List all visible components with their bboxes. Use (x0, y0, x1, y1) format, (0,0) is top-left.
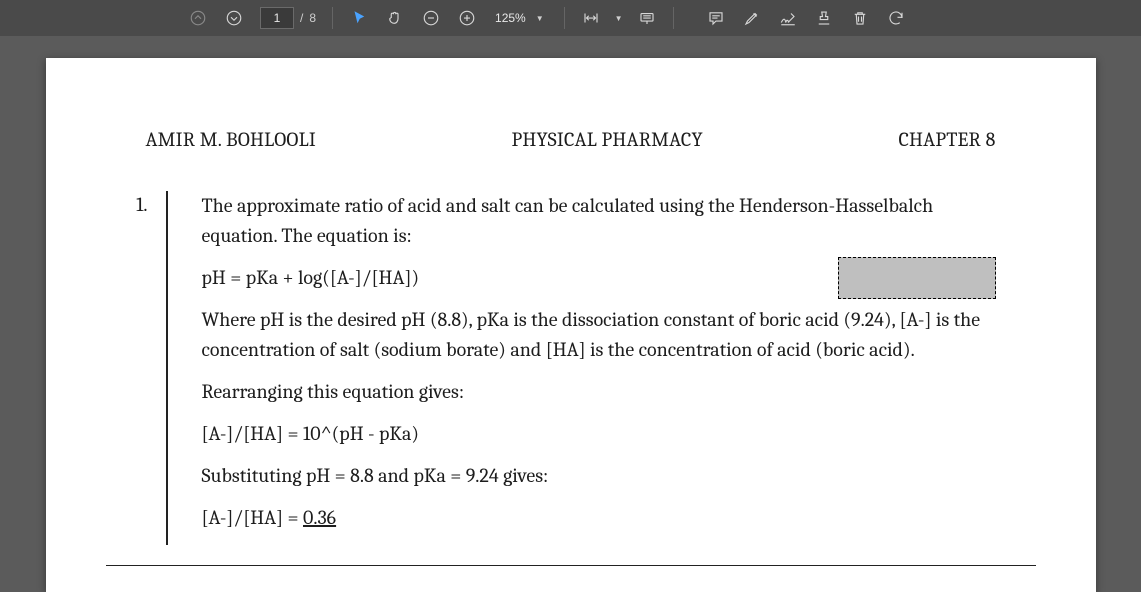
stamp-button[interactable] (808, 2, 840, 34)
equation-prefix: [A-]/[HA] = (202, 506, 304, 529)
delete-button[interactable] (844, 2, 876, 34)
read-mode-icon (638, 9, 656, 27)
select-tool-button[interactable] (343, 2, 375, 34)
paragraph: Substituting pH = 8.8 and pKa = 9.24 giv… (202, 461, 996, 491)
header-course: PHYSICAL PHARMACY (512, 128, 703, 151)
cursor-icon (350, 9, 368, 27)
question-body: The approximate ratio of acid and salt c… (202, 191, 996, 545)
sign-button[interactable] (772, 2, 804, 34)
pdf-page: AMIR M. BOHLOOLI PHYSICAL PHARMACY CHAPT… (46, 58, 1096, 592)
page-indicator: / 8 (260, 7, 316, 29)
header-chapter: CHAPTER 8 (898, 128, 995, 151)
zoom-out-icon (422, 9, 440, 27)
vertical-divider (166, 191, 168, 545)
annotation-rectangle[interactable] (838, 257, 996, 299)
trash-icon (851, 9, 869, 27)
page-number-input[interactable] (260, 7, 294, 29)
page-separator: / (300, 11, 303, 25)
arrow-up-icon (189, 9, 207, 27)
paragraph: Rearranging this equation gives: (202, 377, 996, 407)
equation-text: [A-]/[HA] = 10^(pH - pKa) (202, 422, 420, 445)
zoom-dropdown[interactable]: ▼ (532, 14, 548, 23)
page-total: 8 (309, 11, 316, 25)
section-rule (106, 565, 1036, 566)
toolbar-separator (564, 7, 565, 29)
equation-result: 0.36 (303, 506, 336, 529)
paragraph: The approximate ratio of acid and salt c… (202, 191, 996, 251)
paragraph: Where pH is the desired pH (8.8), pKa is… (202, 305, 996, 365)
toolbar-separator (332, 7, 333, 29)
question-number: 1. (106, 191, 166, 545)
hand-tool-button[interactable] (379, 2, 411, 34)
comment-button[interactable] (700, 2, 732, 34)
hand-icon (386, 9, 404, 27)
zoom-out-button[interactable] (415, 2, 447, 34)
zoom-in-icon (458, 9, 476, 27)
equation-result-line: [A-]/[HA] = 0.36 (202, 503, 996, 533)
fit-width-button[interactable] (575, 2, 607, 34)
document-viewport[interactable]: AMIR M. BOHLOOLI PHYSICAL PHARMACY CHAPT… (0, 36, 1141, 592)
page-down-button[interactable] (218, 2, 250, 34)
page-header: AMIR M. BOHLOOLI PHYSICAL PHARMACY CHAPT… (46, 58, 1096, 151)
fit-dropdown[interactable]: ▼ (611, 14, 627, 23)
read-mode-button[interactable] (631, 2, 663, 34)
equation-line: [A-]/[HA] = 10^(pH - pKa) (202, 419, 996, 449)
highlight-button[interactable] (736, 2, 768, 34)
question-block: 1. The approximate ratio of acid and sal… (46, 151, 1096, 565)
arrow-down-icon (225, 9, 243, 27)
header-author: AMIR M. BOHLOOLI (146, 128, 316, 151)
zoom-level-label: 125% (493, 11, 528, 25)
equation-text: pH = pKa + log([A-]/[HA]) (202, 266, 420, 289)
comment-icon (707, 9, 725, 27)
highlight-icon (743, 9, 761, 27)
toolbar-separator (673, 7, 674, 29)
zoom-level-box: 125% ▼ (493, 11, 548, 25)
zoom-in-button[interactable] (451, 2, 483, 34)
rotate-icon (887, 9, 905, 27)
sign-icon (779, 9, 797, 27)
fit-width-icon (582, 9, 600, 27)
rotate-button[interactable] (880, 2, 912, 34)
pdf-toolbar: / 8 125% ▼ ▼ (0, 0, 1141, 36)
page-up-button[interactable] (182, 2, 214, 34)
equation-line: pH = pKa + log([A-]/[HA]) (202, 263, 996, 293)
stamp-icon (815, 9, 833, 27)
